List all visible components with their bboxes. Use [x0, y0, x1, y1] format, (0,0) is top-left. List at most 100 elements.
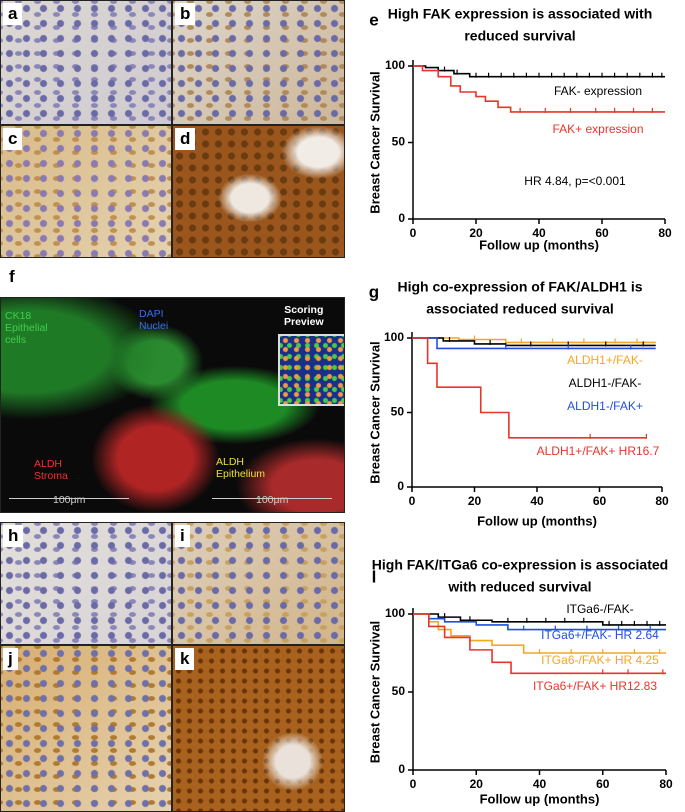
chart-title: High FAK/ITGa6 co-expression is associat…: [372, 557, 668, 573]
y-axis-label: Breast Cancer Survival: [367, 71, 382, 213]
annotation-line: ALDH: [216, 456, 245, 468]
x-axis-label: Follow up (months): [477, 513, 597, 528]
y-tick-label: 0: [397, 479, 404, 493]
annotation-line: 100μm: [53, 494, 86, 506]
x-tick-label: 60: [593, 494, 607, 508]
scale-bar: [212, 498, 332, 499]
image-panel: [0, 522, 172, 645]
image-panel: [172, 645, 345, 812]
chart-title: with reduced survival: [447, 579, 591, 595]
annotation-line: Scoring: [284, 304, 324, 316]
panel-label: k: [175, 648, 195, 670]
panel-label: e: [369, 10, 378, 29]
series-label: FAK- expression: [554, 84, 642, 98]
annotation-line: CK18: [5, 310, 32, 322]
y-tick-label: 0: [398, 211, 405, 225]
x-tick-label: 20: [468, 494, 482, 508]
x-tick-label: 80: [659, 777, 673, 791]
image-panel: [0, 125, 172, 258]
survival-curve: [413, 613, 666, 654]
series-label: ALDH1-/FAK+: [567, 399, 643, 413]
annotation-line: DAPI: [139, 308, 164, 320]
y-tick-label: 100: [385, 58, 405, 72]
survival-curve: [413, 613, 666, 675]
y-tick-label: 50: [392, 135, 406, 149]
panel-label-bg: [364, 9, 384, 31]
annotation-line: ALDH: [34, 458, 63, 470]
series-label: ITGa6-/FAK-: [566, 602, 633, 616]
image-annotation: 100μm: [256, 494, 288, 506]
y-tick-label: 50: [391, 405, 405, 419]
image-panel: CK18 Epithelial cells DAPI Nuclei ALDH Stroma A…: [0, 297, 345, 513]
x-tick-label: 0: [410, 226, 417, 240]
panel-label: d: [175, 128, 196, 150]
x-tick-label: 40: [532, 226, 546, 240]
image-annotation: DAPI Nuclei: [139, 308, 168, 332]
survival-curve: [413, 613, 666, 626]
panel-label: j: [3, 648, 18, 670]
annotation-line: Stroma: [34, 470, 68, 482]
panel-label: g: [369, 282, 379, 301]
chart-title: associated reduced survival: [426, 301, 614, 317]
x-tick-label: 40: [530, 494, 544, 508]
annotation-line: Preview: [284, 316, 324, 328]
image-annotation: ALDH Epithelium: [216, 456, 265, 480]
y-axis-label: Breast Cancer Survival: [367, 341, 382, 483]
survival-curve: [412, 337, 647, 439]
y-tick-label: 50: [392, 684, 406, 698]
panel-label: b: [175, 3, 196, 25]
image-panel: [172, 125, 345, 258]
image-annotation: 100μm: [53, 494, 85, 506]
x-tick-label: 60: [596, 777, 610, 791]
y-tick-label: 100: [384, 330, 404, 344]
y-axis-label: Breast Cancer Survival: [367, 621, 382, 763]
survival-curve: [413, 65, 665, 78]
x-axis-label: Follow up (months): [479, 237, 599, 252]
scoring-preview: [278, 334, 344, 406]
x-tick-label: 0: [410, 777, 417, 791]
annotation-line: Nuclei: [139, 320, 169, 332]
annotation-line: Epithelium: [216, 468, 266, 480]
chart-title: High co-expression of FAK/ALDH1 is: [397, 279, 642, 295]
series-label: ALDH1+/FAK+ HR16.7: [537, 444, 660, 458]
panel-label: h: [3, 525, 24, 547]
x-tick-label: 80: [655, 494, 669, 508]
x-axis-label: Follow up (months): [480, 791, 600, 806]
x-tick-label: 20: [470, 777, 484, 791]
x-tick-label: 60: [595, 226, 609, 240]
image-panel: [172, 522, 345, 645]
x-tick-label: 40: [533, 777, 547, 791]
series-label: ITGa6+/FAK+ HR12.83: [533, 679, 657, 693]
y-tick-label: 100: [385, 606, 405, 620]
series-label: ALDH1-/FAK-: [569, 376, 642, 390]
annotation-line: 100μm: [256, 494, 289, 506]
scale-bar: [9, 498, 129, 499]
survival-curve: [413, 65, 665, 113]
chart-title: High FAK expression is associated with: [388, 6, 653, 22]
image-panel: [0, 645, 172, 812]
chart-title: reduced survival: [464, 28, 575, 44]
panel-label: c: [3, 128, 23, 150]
image-annotation: ALDH Stroma: [34, 458, 68, 482]
y-tick-label: 0: [398, 762, 405, 776]
panel-label: l: [372, 567, 377, 586]
image-annotation: Scoring Preview: [284, 304, 324, 328]
x-tick-label: 80: [658, 226, 672, 240]
image-annotation: CK18 Epithelial cells: [5, 310, 48, 346]
x-tick-label: 20: [469, 226, 483, 240]
annotation-line: cells: [5, 334, 27, 346]
x-tick-label: 0: [409, 494, 416, 508]
panel-label: a: [3, 3, 23, 25]
image-panel: [172, 0, 345, 125]
series-label: ITGa6+/FAK- HR 2.64: [541, 628, 659, 642]
series-label: ALDH1+/FAK-: [567, 353, 643, 367]
panel-label: i: [175, 525, 190, 547]
series-label: ITGa6-/FAK+ HR 4.25: [541, 653, 659, 667]
annotation-line: Epithelial: [5, 322, 48, 334]
panel-label: f: [4, 266, 20, 288]
series-label: FAK+ expression: [552, 122, 643, 136]
panel-label-bg: [364, 566, 384, 588]
panel-label-bg: [364, 281, 384, 303]
